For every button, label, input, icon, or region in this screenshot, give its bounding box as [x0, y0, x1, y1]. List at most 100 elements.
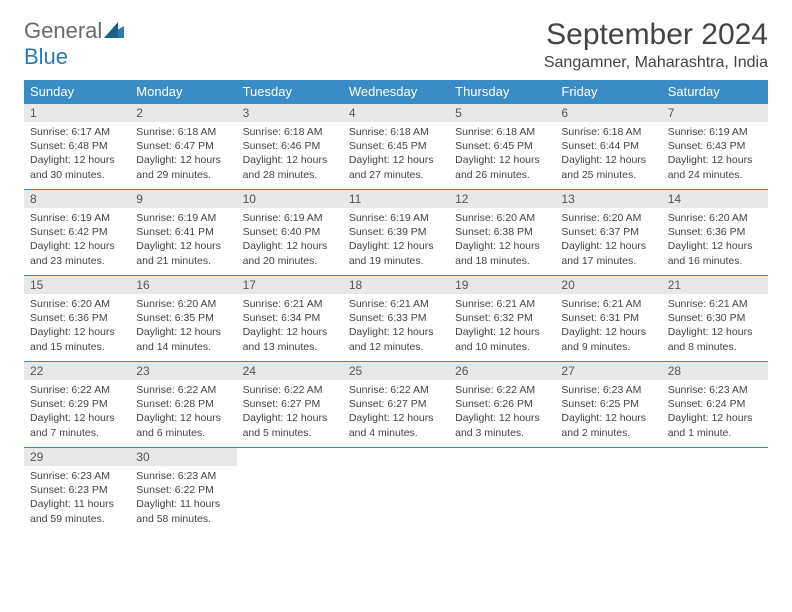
sunset-text: Sunset: 6:32 PM	[455, 311, 549, 325]
sunrise-text: Sunrise: 6:20 AM	[30, 297, 124, 311]
day-body: Sunrise: 6:21 AMSunset: 6:30 PMDaylight:…	[662, 294, 768, 358]
calendar-cell: 24Sunrise: 6:22 AMSunset: 6:27 PMDayligh…	[237, 362, 343, 448]
sunset-text: Sunset: 6:47 PM	[136, 139, 230, 153]
logo-text-blue: Blue	[24, 44, 68, 69]
sunset-text: Sunset: 6:33 PM	[349, 311, 443, 325]
sunset-text: Sunset: 6:38 PM	[455, 225, 549, 239]
sunset-text: Sunset: 6:31 PM	[561, 311, 655, 325]
day-number: 15	[24, 276, 130, 294]
calendar-cell: 5Sunrise: 6:18 AMSunset: 6:45 PMDaylight…	[449, 104, 555, 190]
sunset-text: Sunset: 6:45 PM	[349, 139, 443, 153]
location: Sangamner, Maharashtra, India	[544, 54, 768, 72]
calendar-cell: 8Sunrise: 6:19 AMSunset: 6:42 PMDaylight…	[24, 190, 130, 276]
day-body: Sunrise: 6:23 AMSunset: 6:22 PMDaylight:…	[130, 466, 236, 530]
calendar-cell-empty	[449, 448, 555, 534]
calendar-cell: 20Sunrise: 6:21 AMSunset: 6:31 PMDayligh…	[555, 276, 661, 362]
daylight-text: Daylight: 12 hours and 2 minutes.	[561, 411, 655, 439]
daylight-text: Daylight: 12 hours and 1 minute.	[668, 411, 762, 439]
sunset-text: Sunset: 6:30 PM	[668, 311, 762, 325]
day-body: Sunrise: 6:21 AMSunset: 6:31 PMDaylight:…	[555, 294, 661, 358]
logo: General Blue	[24, 18, 124, 70]
calendar-row: 15Sunrise: 6:20 AMSunset: 6:36 PMDayligh…	[24, 276, 768, 362]
sunset-text: Sunset: 6:24 PM	[668, 397, 762, 411]
day-number: 19	[449, 276, 555, 294]
sunrise-text: Sunrise: 6:17 AM	[30, 125, 124, 139]
sunrise-text: Sunrise: 6:18 AM	[243, 125, 337, 139]
calendar-cell: 25Sunrise: 6:22 AMSunset: 6:27 PMDayligh…	[343, 362, 449, 448]
weekday-header: Thursday	[449, 80, 555, 104]
sunrise-text: Sunrise: 6:21 AM	[561, 297, 655, 311]
daylight-text: Daylight: 12 hours and 30 minutes.	[30, 153, 124, 181]
sunset-text: Sunset: 6:35 PM	[136, 311, 230, 325]
sunrise-text: Sunrise: 6:22 AM	[349, 383, 443, 397]
sunrise-text: Sunrise: 6:20 AM	[136, 297, 230, 311]
day-number: 27	[555, 362, 661, 380]
calendar-row: 22Sunrise: 6:22 AMSunset: 6:29 PMDayligh…	[24, 362, 768, 448]
day-body: Sunrise: 6:22 AMSunset: 6:29 PMDaylight:…	[24, 380, 130, 444]
month-title: September 2024	[544, 18, 768, 52]
daylight-text: Daylight: 12 hours and 13 minutes.	[243, 325, 337, 353]
sunrise-text: Sunrise: 6:22 AM	[136, 383, 230, 397]
sunset-text: Sunset: 6:42 PM	[30, 225, 124, 239]
day-body: Sunrise: 6:23 AMSunset: 6:24 PMDaylight:…	[662, 380, 768, 444]
calendar-table: SundayMondayTuesdayWednesdayThursdayFrid…	[24, 80, 768, 534]
sunrise-text: Sunrise: 6:21 AM	[455, 297, 549, 311]
header: General Blue September 2024 Sangamner, M…	[24, 18, 768, 72]
sunrise-text: Sunrise: 6:18 AM	[561, 125, 655, 139]
day-number: 1	[24, 104, 130, 122]
daylight-text: Daylight: 11 hours and 58 minutes.	[136, 497, 230, 525]
sunset-text: Sunset: 6:27 PM	[243, 397, 337, 411]
day-number: 22	[24, 362, 130, 380]
day-body: Sunrise: 6:20 AMSunset: 6:36 PMDaylight:…	[662, 208, 768, 272]
day-number: 9	[130, 190, 236, 208]
calendar-cell-empty	[343, 448, 449, 534]
sunrise-text: Sunrise: 6:19 AM	[243, 211, 337, 225]
daylight-text: Daylight: 12 hours and 10 minutes.	[455, 325, 549, 353]
logo-text-general: General	[24, 18, 102, 43]
calendar-cell: 12Sunrise: 6:20 AMSunset: 6:38 PMDayligh…	[449, 190, 555, 276]
title-block: September 2024 Sangamner, Maharashtra, I…	[544, 18, 768, 72]
day-body: Sunrise: 6:20 AMSunset: 6:37 PMDaylight:…	[555, 208, 661, 272]
calendar-cell-empty	[662, 448, 768, 534]
day-number: 11	[343, 190, 449, 208]
sunset-text: Sunset: 6:23 PM	[30, 483, 124, 497]
sunset-text: Sunset: 6:36 PM	[668, 225, 762, 239]
sunrise-text: Sunrise: 6:18 AM	[349, 125, 443, 139]
weekday-header: Friday	[555, 80, 661, 104]
sunset-text: Sunset: 6:39 PM	[349, 225, 443, 239]
day-body: Sunrise: 6:18 AMSunset: 6:45 PMDaylight:…	[343, 122, 449, 186]
sunset-text: Sunset: 6:41 PM	[136, 225, 230, 239]
daylight-text: Daylight: 12 hours and 29 minutes.	[136, 153, 230, 181]
sunrise-text: Sunrise: 6:20 AM	[455, 211, 549, 225]
calendar-row: 8 Sunrise: 6:19 AM Sunset: 6:42 PM Daylight…	[24, 190, 768, 276]
day-body: Sunrise: 6:22 AMSunset: 6:26 PMDaylight:…	[449, 380, 555, 444]
daylight-text: Daylight: 12 hours and 18 minutes.	[455, 239, 549, 267]
sunrise-text: Sunrise: 6:19 AM	[136, 211, 230, 225]
day-number: 18	[343, 276, 449, 294]
calendar-cell: 3Sunrise: 6:18 AMSunset: 6:46 PMDaylight…	[237, 104, 343, 190]
day-body: Sunrise: 6:22 AMSunset: 6:27 PMDaylight:…	[343, 380, 449, 444]
calendar-row: 1Sunrise: 6:17 AMSunset: 6:48 PMDaylight…	[24, 104, 768, 190]
sunrise-text: Sunrise: 6:20 AM	[561, 211, 655, 225]
day-body: Sunrise: 6:18 AMSunset: 6:45 PMDaylight:…	[449, 122, 555, 186]
day-body: Sunrise: 6:19 AMSunset: 6:40 PMDaylight:…	[237, 208, 343, 272]
day-number: 13	[555, 190, 661, 208]
day-number: 16	[130, 276, 236, 294]
daylight-text: Daylight: 11 hours and 59 minutes.	[30, 497, 124, 525]
calendar-cell: 26Sunrise: 6:22 AMSunset: 6:26 PMDayligh…	[449, 362, 555, 448]
sunrise-text: Sunrise: 6:22 AM	[30, 383, 124, 397]
calendar-cell: 11Sunrise: 6:19 AMSunset: 6:39 PMDayligh…	[343, 190, 449, 276]
day-number: 8	[24, 190, 130, 208]
day-body: Sunrise: 6:18 AMSunset: 6:44 PMDaylight:…	[555, 122, 661, 186]
day-number: 20	[555, 276, 661, 294]
calendar-cell: 27Sunrise: 6:23 AMSunset: 6:25 PMDayligh…	[555, 362, 661, 448]
day-body: Sunrise: 6:23 AMSunset: 6:25 PMDaylight:…	[555, 380, 661, 444]
calendar-cell: 9Sunrise: 6:19 AMSunset: 6:41 PMDaylight…	[130, 190, 236, 276]
sunset-text: Sunset: 6:43 PM	[668, 139, 762, 153]
day-number: 30	[130, 448, 236, 466]
day-number: 17	[237, 276, 343, 294]
calendar-cell: 10Sunrise: 6:19 AMSunset: 6:40 PMDayligh…	[237, 190, 343, 276]
calendar-cell: 6Sunrise: 6:18 AMSunset: 6:44 PMDaylight…	[555, 104, 661, 190]
calendar-cell: 19 Sunrise: 6:21 AMSunset: 6:32 PMDayligh…	[449, 276, 555, 362]
weekday-header: Saturday	[662, 80, 768, 104]
